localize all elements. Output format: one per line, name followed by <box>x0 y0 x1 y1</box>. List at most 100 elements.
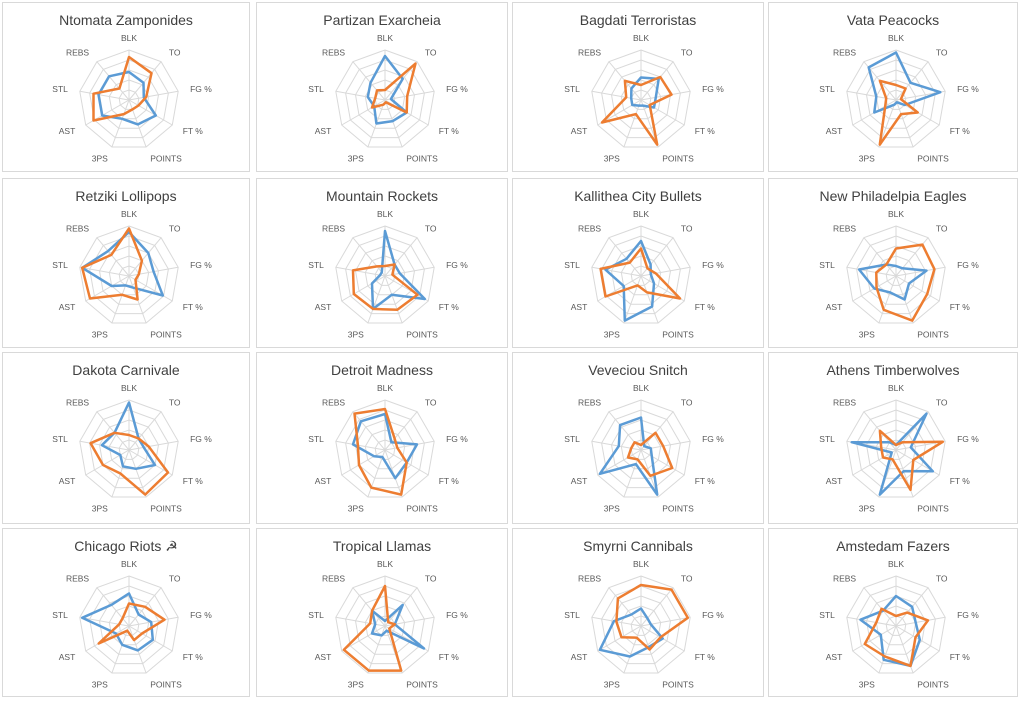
axis-label-ast: AST <box>571 302 588 312</box>
axis-label-points: POINTS <box>406 503 438 513</box>
axis-label-stl: STL <box>308 610 324 620</box>
axis-label-points: POINTS <box>406 329 438 339</box>
grid-ring <box>79 575 179 674</box>
axis-spoke <box>640 449 685 476</box>
axis-label-fg: FG % <box>190 260 212 270</box>
grid-ring <box>856 59 936 139</box>
grid-ring <box>364 605 406 646</box>
axis-spoke <box>640 99 685 126</box>
axis-label-points: POINTS <box>150 503 182 513</box>
axis-spoke <box>384 90 435 101</box>
axis-label-fg: FG % <box>190 434 212 444</box>
series-line-2 <box>875 243 936 322</box>
grid-ring <box>335 225 435 324</box>
axis-label-fg: FG % <box>190 610 212 620</box>
chart-title: Dakota Carnivale <box>72 362 180 378</box>
grid-ring <box>620 255 662 296</box>
axis-spoke <box>111 99 130 148</box>
axis-spoke <box>895 616 946 627</box>
axis-label-ast: AST <box>571 126 588 136</box>
axis-label-3ps: 3PS <box>604 329 620 339</box>
axis-label-ft: FT % <box>439 126 460 136</box>
series-line-1 <box>80 230 165 297</box>
axis-label-3ps: 3PS <box>859 329 875 339</box>
axis-spoke <box>623 449 642 498</box>
grid-ring <box>354 419 416 479</box>
grid-ring <box>610 245 672 305</box>
radar-panel-amstedam-fazers: Amstedam Fazers BLK TO FG % FT % POINTS 3PS AST… <box>768 528 1018 697</box>
axis-label-to: TO <box>681 574 693 584</box>
series-line-1 <box>850 412 935 496</box>
grid-ring <box>108 605 150 646</box>
axis-label-ft: FT % <box>183 652 204 662</box>
grid-ring <box>98 245 160 305</box>
chart-title: Amstedam Fazers <box>836 538 950 554</box>
grid-ring <box>89 585 169 665</box>
axis-spoke <box>341 275 386 302</box>
axis-label-to: TO <box>936 574 948 584</box>
axis-spoke <box>85 275 130 302</box>
axis-spoke <box>597 625 642 652</box>
axis-label-blk: BLK <box>377 383 393 393</box>
axis-spoke <box>128 440 179 451</box>
axis-label-blk: BLK <box>377 559 393 569</box>
axis-label-rebs: REBS <box>66 224 89 234</box>
axis-label-rebs: REBS <box>322 224 345 234</box>
axis-label-ft: FT % <box>950 126 971 136</box>
series-line-2 <box>878 429 945 492</box>
grid-ring <box>620 429 662 470</box>
radar-panel-retziki-lollipops: Retziki Lollipops BLK TO FG % FT % POINTS 3PS A… <box>2 178 250 348</box>
chart-title: Retziki Lollipops <box>75 188 177 204</box>
axis-spoke <box>384 275 403 324</box>
series-line-2 <box>92 55 153 122</box>
axis-spoke <box>384 237 418 277</box>
axis-label-fg: FG % <box>446 260 468 270</box>
axis-label-blk: BLK <box>888 33 904 43</box>
series-line-1 <box>857 263 928 301</box>
axis-label-blk: BLK <box>121 209 137 219</box>
series-line-2 <box>353 407 408 496</box>
axis-label-to: TO <box>425 48 437 58</box>
axis-spoke <box>341 449 386 476</box>
axis-label-blk: BLK <box>633 383 649 393</box>
axis-label-ast: AST <box>59 302 76 312</box>
grid-ring <box>364 429 406 470</box>
grid-ring <box>108 255 150 296</box>
radar-panel-kallithea-city-bullets: Kallithea City Bullets BLK TO FG % FT % POINT… <box>512 178 764 348</box>
axis-label-ft: FT % <box>950 302 971 312</box>
series-line-1 <box>598 607 664 658</box>
axis-label-stl: STL <box>819 610 835 620</box>
axis-label-rebs: REBS <box>833 224 856 234</box>
axis-spoke <box>608 237 642 277</box>
grid-ring <box>345 59 425 139</box>
series-line-2 <box>878 79 919 146</box>
axis-label-ft: FT % <box>950 652 971 662</box>
axis-spoke <box>367 275 386 324</box>
axis-label-fg: FG % <box>190 84 212 94</box>
axis-label-points: POINTS <box>917 679 949 689</box>
radar-chart: BLK TO FG % FT % POINTS 3PS AST STL REBS <box>564 383 724 513</box>
chart-title: Kallithea City Bullets <box>574 188 702 204</box>
axis-spoke <box>79 266 130 277</box>
axis-label-rebs: REBS <box>66 574 89 584</box>
axis-spoke <box>96 237 130 277</box>
series-line-1 <box>629 76 660 109</box>
axis-label-points: POINTS <box>662 503 694 513</box>
radar-panel-detroit-madness: Detroit Madness BLK TO FG % FT % POINTS 3PS AST… <box>256 352 508 524</box>
series-line-2 <box>97 602 166 645</box>
radar-panel-new-philadelpia-eagles: New Philadelpia Eagles BLK TO FG % FT % POINT… <box>768 178 1018 348</box>
axis-label-ft: FT % <box>183 302 204 312</box>
axis-label-ast: AST <box>826 476 843 486</box>
axis-spoke <box>895 61 929 101</box>
axis-label-stl: STL <box>819 434 835 444</box>
axis-spoke <box>85 99 130 126</box>
axis-spoke <box>640 61 674 101</box>
axis-label-rebs: REBS <box>833 398 856 408</box>
axis-spoke <box>863 587 897 627</box>
axis-label-blk: BLK <box>888 559 904 569</box>
axis-spoke <box>335 266 386 277</box>
axis-label-to: TO <box>169 224 181 234</box>
chart-title: Ntomata Zamponides <box>59 12 193 28</box>
axis-label-to: TO <box>681 48 693 58</box>
axis-label-to: TO <box>169 48 181 58</box>
